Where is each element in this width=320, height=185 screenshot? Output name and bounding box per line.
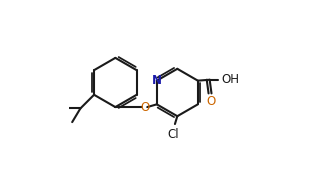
Text: OH: OH [221,73,239,86]
Text: O: O [207,95,216,108]
Text: Cl: Cl [167,128,179,141]
Text: O: O [140,102,149,115]
Text: N: N [152,74,162,87]
